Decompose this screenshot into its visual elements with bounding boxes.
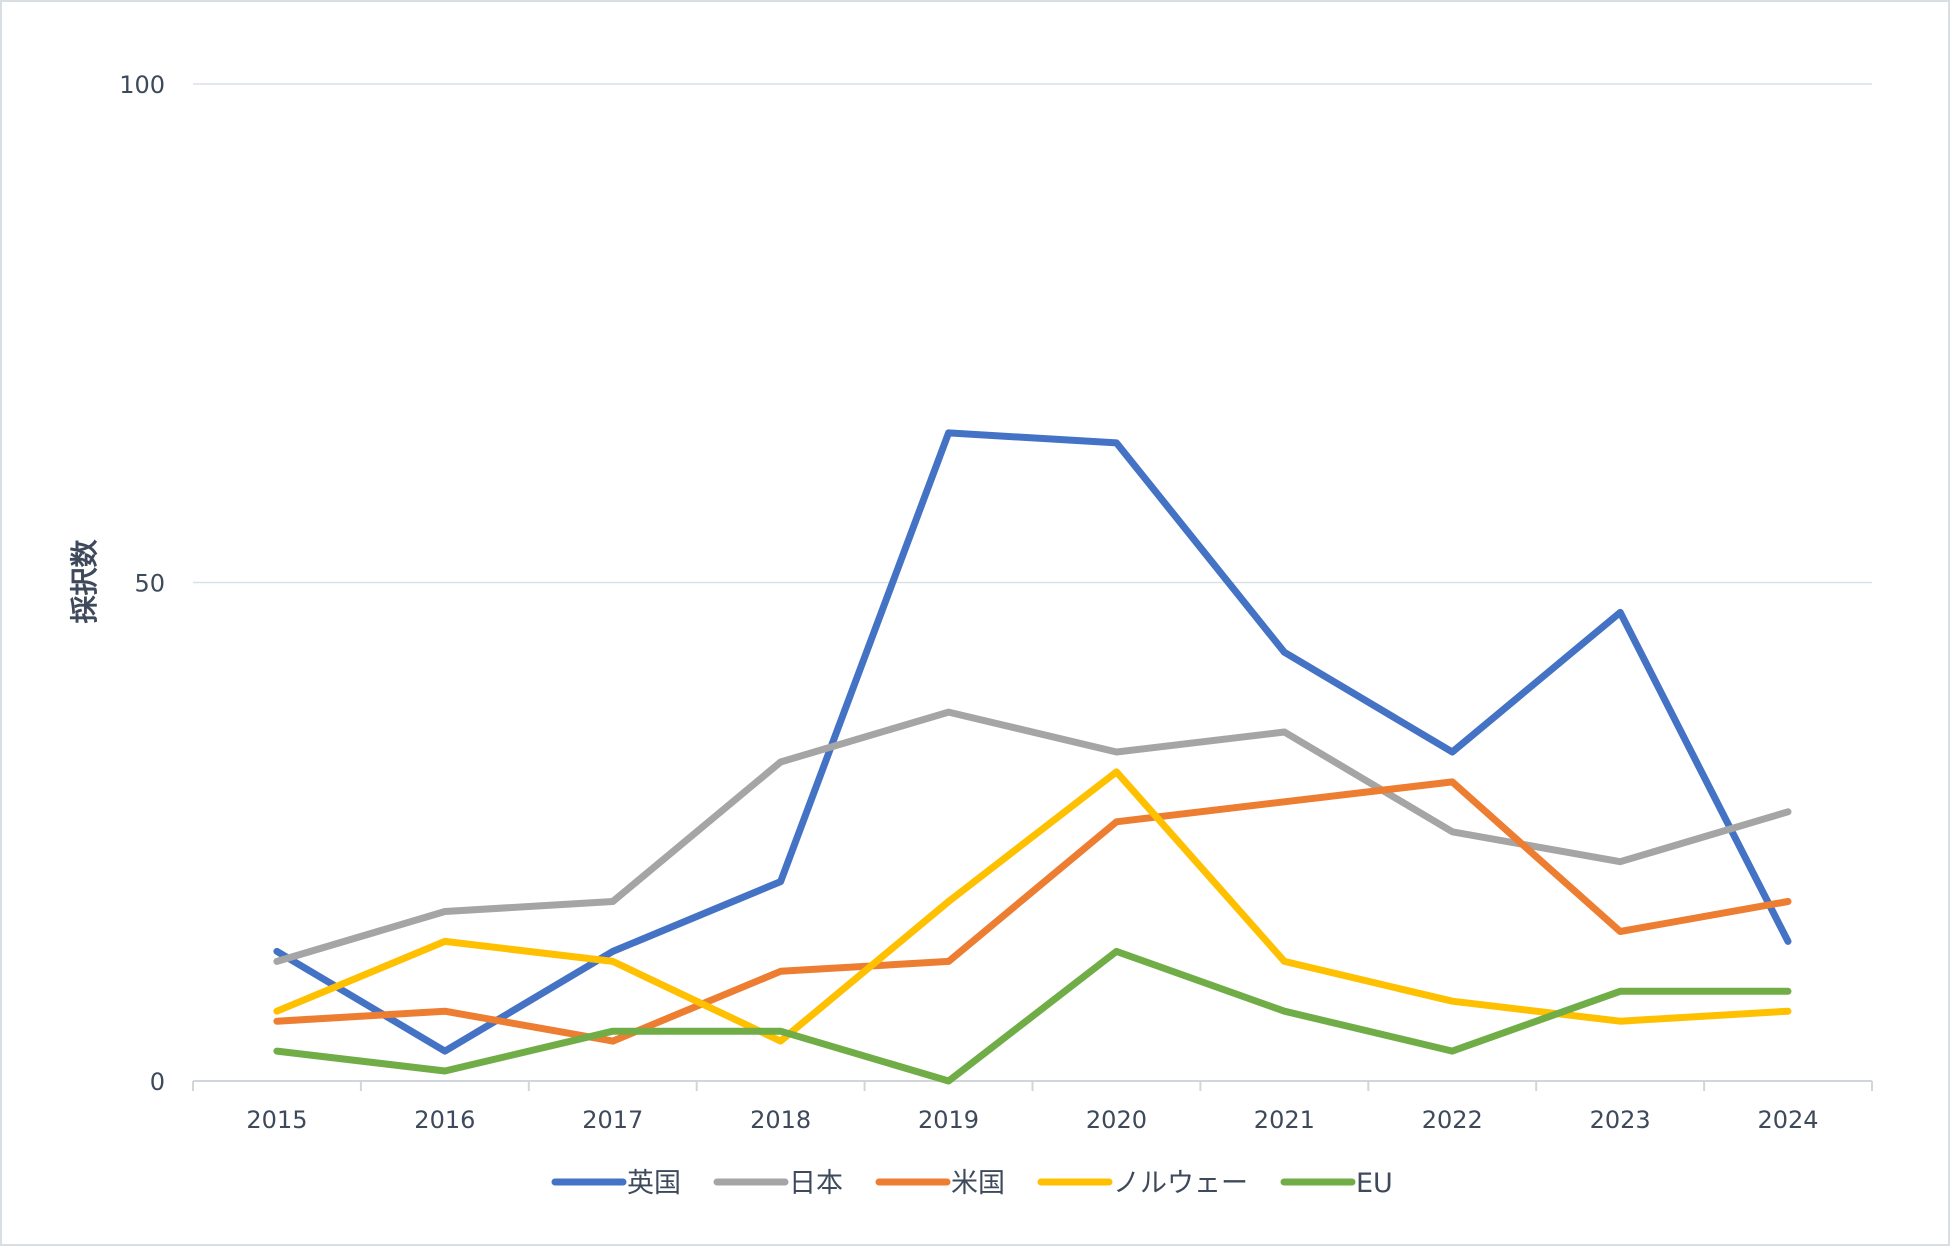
x-tick-label: 2016 [414,1106,475,1134]
y-axis-ticks: 0 50 100 [119,71,165,1096]
x-tick-label: 2020 [1086,1106,1147,1134]
legend-label: 英国 [627,1168,681,1199]
series-line [273,947,1792,1085]
legend-item[interactable]: ノルウェー [1037,1168,1248,1199]
x-tick-label: 2015 [246,1106,307,1134]
gridlines [193,83,1872,584]
x-axis: 2015 2016 2017 2018 2019 2020 2021 2022 2023 2024 [192,1080,1873,1134]
y-tick-label: 0 [150,1068,165,1096]
x-tick-label: 2017 [582,1106,643,1134]
series-line [273,708,1792,965]
y-tick-label: 50 [134,570,165,598]
legend-label: 米国 [951,1168,1005,1199]
series-lines [273,429,1792,1085]
legend-item[interactable]: EU [1280,1168,1393,1199]
y-tick-label: 100 [119,71,165,99]
y-axis-label: 採択数 [68,539,101,624]
series-line [273,768,1792,1045]
legend-item[interactable]: 日本 [713,1168,843,1199]
legend-item[interactable]: 英国 [551,1168,681,1199]
legend-label: ノルウェー [1113,1168,1248,1199]
x-tick-label: 2021 [1254,1106,1315,1134]
x-tick-label: 2023 [1590,1106,1651,1134]
legend-label: EU [1356,1168,1393,1199]
x-tick-label: 2018 [750,1106,811,1134]
x-tick-label: 2019 [918,1106,979,1134]
series-line [273,429,1792,1055]
legend-label: 日本 [789,1168,843,1199]
legend[interactable]: 英国 日本 米国 ノルウェー EU [551,1168,1393,1199]
legend-item[interactable]: 米国 [875,1168,1005,1199]
x-tick-label: 2022 [1422,1106,1483,1134]
series-line [273,778,1792,1045]
x-tick-label: 2024 [1758,1106,1819,1134]
